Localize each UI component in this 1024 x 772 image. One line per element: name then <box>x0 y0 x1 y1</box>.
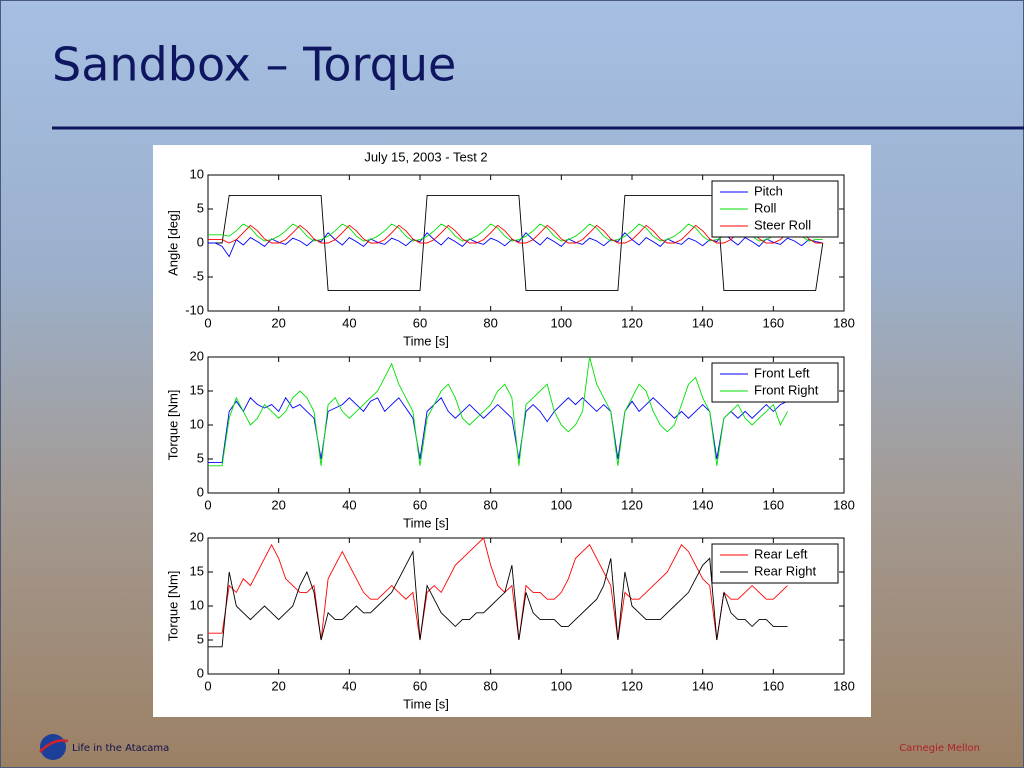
legend-label: Rear Right <box>754 563 817 578</box>
y-tick-label: 10 <box>190 597 204 612</box>
legend-box <box>711 362 839 403</box>
x-tick-label: 60 <box>413 678 427 693</box>
y-tick-label: 5 <box>197 200 204 215</box>
x-tick-label: 120 <box>621 497 643 512</box>
y-axis-label: Torque [Nm] <box>165 390 180 461</box>
legend-label: Front Left <box>754 365 810 380</box>
y-tick-label: 15 <box>190 563 204 578</box>
x-tick-label: 180 <box>833 315 855 330</box>
x-axis-label: Time [s] <box>403 515 449 530</box>
chart-title: July 15, 2003 - Test 2 <box>364 149 487 164</box>
legend-label: Pitch <box>754 183 783 198</box>
legend-label: Roll <box>754 200 777 215</box>
x-tick-label: 100 <box>550 678 572 693</box>
y-axis-label: Angle [deg] <box>165 210 180 276</box>
y-tick-label: 20 <box>190 529 204 544</box>
data-line <box>208 224 823 244</box>
x-tick-label: 120 <box>621 315 643 330</box>
x-tick-label: 180 <box>833 678 855 693</box>
y-tick-label: 20 <box>190 348 204 363</box>
footer-left: Life in the Atacama <box>72 743 169 754</box>
x-tick-label: 0 <box>204 315 211 330</box>
x-tick-label: 160 <box>762 497 784 512</box>
y-tick-label: -10 <box>185 302 204 317</box>
y-tick-label: 0 <box>197 665 204 680</box>
x-tick-label: 80 <box>483 497 497 512</box>
x-tick-label: 160 <box>762 678 784 693</box>
data-line <box>208 223 823 242</box>
legend-label: Rear Left <box>754 546 808 561</box>
legend-label: Front Right <box>754 382 819 397</box>
x-tick-label: 180 <box>833 497 855 512</box>
y-tick-label: 0 <box>197 484 204 499</box>
y-tick-label: 5 <box>197 450 204 465</box>
y-axis-label: Torque [Nm] <box>165 571 180 642</box>
nasa-logo <box>39 734 69 760</box>
x-tick-label: 80 <box>483 315 497 330</box>
x-tick-label: 0 <box>204 678 211 693</box>
legend-label: Steer Roll <box>754 217 811 232</box>
data-line <box>208 356 788 467</box>
x-tick-label: 20 <box>271 678 285 693</box>
x-tick-label: 80 <box>483 678 497 693</box>
x-tick-label: 60 <box>413 497 427 512</box>
data-line <box>208 537 788 641</box>
y-tick-label: 0 <box>197 234 204 249</box>
x-tick-label: 100 <box>550 497 572 512</box>
x-tick-label: 140 <box>692 678 714 693</box>
y-tick-label: 15 <box>190 382 204 397</box>
data-line <box>208 396 788 463</box>
x-axis-label: Time [s] <box>403 333 449 348</box>
x-axis-label: Time [s] <box>403 696 449 711</box>
x-tick-label: 140 <box>692 497 714 512</box>
x-tick-label: 120 <box>621 678 643 693</box>
x-tick-label: 140 <box>692 315 714 330</box>
y-tick-label: 10 <box>190 166 204 181</box>
y-tick-label: 10 <box>190 416 204 431</box>
x-tick-label: 20 <box>271 315 285 330</box>
x-tick-label: 40 <box>342 315 356 330</box>
y-tick-label: -5 <box>192 268 204 283</box>
slide-title: Sandbox – Torque <box>52 38 456 92</box>
y-tick-label: 5 <box>197 631 204 646</box>
x-tick-label: 40 <box>342 678 356 693</box>
x-tick-label: 100 <box>550 315 572 330</box>
x-tick-label: 40 <box>342 497 356 512</box>
x-tick-label: 160 <box>762 315 784 330</box>
x-tick-label: 20 <box>271 497 285 512</box>
x-tick-label: 0 <box>204 497 211 512</box>
x-tick-label: 60 <box>413 315 427 330</box>
data-line <box>208 549 788 648</box>
legend-box <box>711 543 839 584</box>
footer-right: Carnegie Mellon <box>899 743 980 754</box>
